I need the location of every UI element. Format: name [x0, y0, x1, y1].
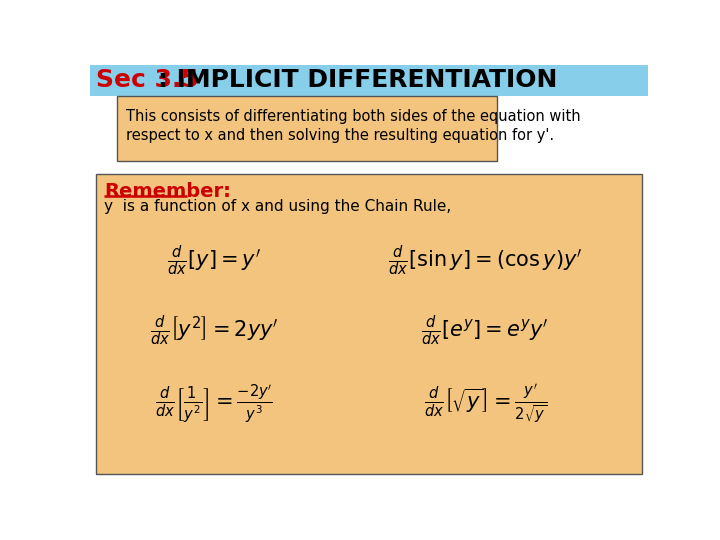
- Text: $\frac{d}{dx}\left[y^2\right]= 2yy'$: $\frac{d}{dx}\left[y^2\right]= 2yy'$: [150, 313, 279, 348]
- Text: Sec 3.5: Sec 3.5: [96, 68, 199, 92]
- Text: $\frac{d}{dx}\left[e^{y}\right]= e^{y}y'$: $\frac{d}{dx}\left[e^{y}\right]= e^{y}y'…: [421, 313, 549, 348]
- Text: $\frac{d}{dx}\left[\sin y\right]= (\cos y)y'$: $\frac{d}{dx}\left[\sin y\right]= (\cos …: [388, 244, 582, 279]
- Text: : IMPLICIT DIFFERENTIATION: : IMPLICIT DIFFERENTIATION: [158, 68, 557, 92]
- Text: Remember:: Remember:: [104, 182, 231, 201]
- Text: $\frac{d}{dx}\left[y\right]= y'$: $\frac{d}{dx}\left[y\right]= y'$: [167, 244, 261, 279]
- Text: y  is a function of x and using the Chain Rule,: y is a function of x and using the Chain…: [104, 199, 451, 214]
- FancyBboxPatch shape: [90, 65, 648, 96]
- Text: $\frac{d}{dx}\left[\sqrt{y}\right]=\frac{y'}{2\sqrt{y}}$: $\frac{d}{dx}\left[\sqrt{y}\right]=\frac…: [423, 382, 547, 425]
- FancyBboxPatch shape: [96, 174, 642, 475]
- Text: This consists of differentiating both sides of the equation with: This consists of differentiating both si…: [127, 110, 581, 124]
- Text: respect to x and then solving the resulting equation for y'.: respect to x and then solving the result…: [127, 128, 554, 143]
- FancyBboxPatch shape: [117, 96, 497, 161]
- Text: $\frac{d}{dx}\left[\frac{1}{y^2}\right]=\frac{-2y'}{y^3}$: $\frac{d}{dx}\left[\frac{1}{y^2}\right]=…: [155, 382, 273, 425]
